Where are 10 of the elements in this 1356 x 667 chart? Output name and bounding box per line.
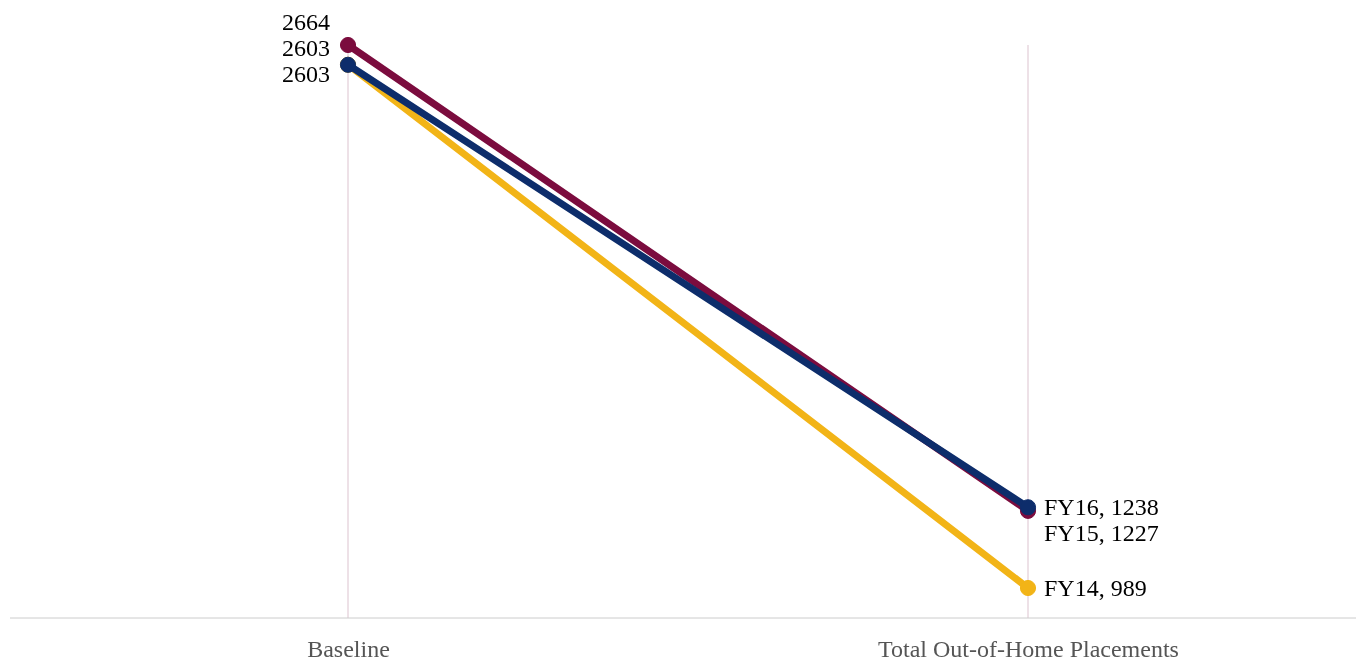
- data-label: FY15, 1227: [1044, 520, 1159, 547]
- data-label: 2603: [282, 61, 330, 87]
- data-label: FY16, 1238: [1044, 494, 1159, 521]
- data-label: FY14, 989: [1044, 575, 1147, 601]
- x-tick-label: Total Out-of-Home Placements: [878, 636, 1179, 663]
- x-tick-label: Baseline: [307, 636, 390, 663]
- point: [1019, 579, 1037, 597]
- point: [339, 36, 357, 54]
- data-label: 2664: [282, 9, 330, 35]
- data-label: 2603: [282, 35, 330, 61]
